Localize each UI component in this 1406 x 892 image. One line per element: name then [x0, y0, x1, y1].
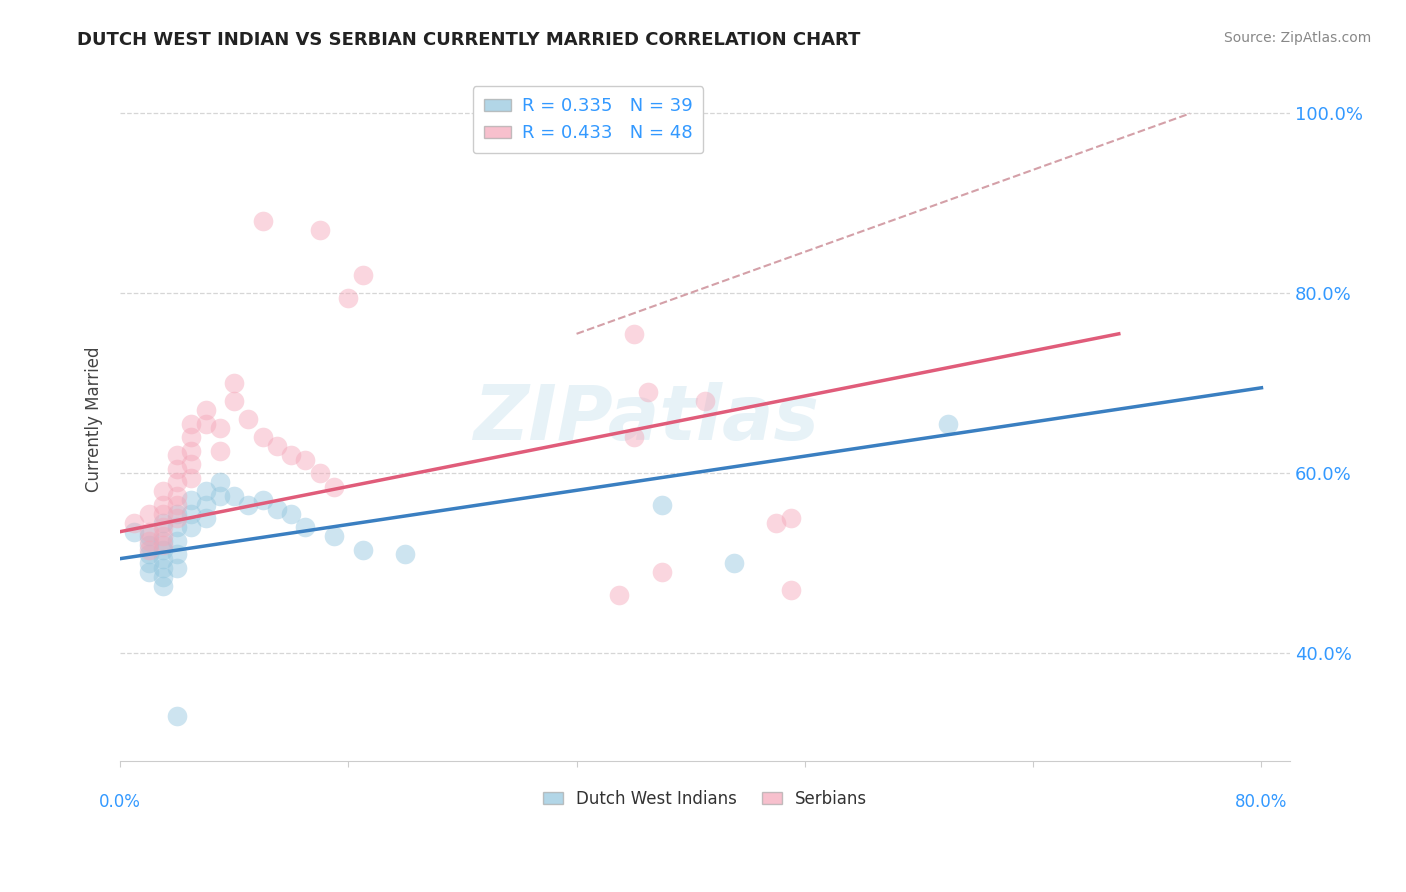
Point	[180, 520, 202, 534]
Point	[180, 443, 202, 458]
Point	[294, 452, 316, 467]
Point	[138, 524, 160, 539]
Point	[194, 484, 217, 499]
Point	[122, 524, 145, 539]
Point	[308, 467, 330, 481]
Point	[152, 551, 174, 566]
Text: ZIPatlas: ZIPatlas	[474, 383, 820, 457]
Y-axis label: Currently Married: Currently Married	[86, 346, 103, 492]
Point	[166, 507, 188, 521]
Point	[138, 547, 160, 561]
Point	[323, 529, 346, 543]
Point	[936, 417, 959, 431]
Point	[266, 502, 288, 516]
Point	[194, 403, 217, 417]
Point	[208, 443, 231, 458]
Point	[651, 565, 673, 579]
Point	[152, 538, 174, 552]
Point	[280, 448, 302, 462]
Point	[779, 511, 801, 525]
Point	[152, 560, 174, 574]
Point	[779, 583, 801, 598]
Point	[138, 538, 160, 552]
Point	[208, 421, 231, 435]
Point	[152, 507, 174, 521]
Point	[637, 385, 659, 400]
Point	[208, 489, 231, 503]
Point	[166, 461, 188, 475]
Point	[152, 498, 174, 512]
Text: DUTCH WEST INDIAN VS SERBIAN CURRENTLY MARRIED CORRELATION CHART: DUTCH WEST INDIAN VS SERBIAN CURRENTLY M…	[77, 31, 860, 49]
Point	[394, 547, 416, 561]
Point	[352, 268, 374, 283]
Point	[194, 511, 217, 525]
Point	[152, 533, 174, 548]
Point	[723, 556, 745, 570]
Point	[224, 394, 246, 409]
Point	[651, 498, 673, 512]
Point	[180, 457, 202, 471]
Point	[266, 439, 288, 453]
Legend: Dutch West Indians, Serbians: Dutch West Indians, Serbians	[536, 783, 875, 814]
Point	[623, 430, 645, 444]
Point	[152, 529, 174, 543]
Point	[180, 471, 202, 485]
Point	[166, 489, 188, 503]
Point	[152, 520, 174, 534]
Point	[609, 588, 631, 602]
Point	[166, 547, 188, 561]
Point	[180, 507, 202, 521]
Text: Source: ZipAtlas.com: Source: ZipAtlas.com	[1223, 31, 1371, 45]
Point	[166, 709, 188, 723]
Point	[224, 489, 246, 503]
Point	[180, 417, 202, 431]
Point	[252, 214, 274, 228]
Point	[252, 430, 274, 444]
Point	[152, 484, 174, 499]
Point	[337, 291, 360, 305]
Point	[208, 475, 231, 490]
Text: 0.0%: 0.0%	[98, 793, 141, 811]
Point	[166, 560, 188, 574]
Point	[224, 376, 246, 391]
Point	[138, 533, 160, 548]
Point	[138, 556, 160, 570]
Point	[152, 579, 174, 593]
Point	[765, 516, 787, 530]
Point	[152, 516, 174, 530]
Point	[194, 498, 217, 512]
Point	[180, 430, 202, 444]
Point	[280, 507, 302, 521]
Point	[323, 480, 346, 494]
Point	[166, 475, 188, 490]
Point	[623, 326, 645, 341]
Point	[238, 498, 260, 512]
Point	[180, 493, 202, 508]
Point	[166, 511, 188, 525]
Point	[166, 520, 188, 534]
Point	[166, 533, 188, 548]
Point	[138, 542, 160, 557]
Point	[166, 498, 188, 512]
Text: 80.0%: 80.0%	[1236, 793, 1288, 811]
Point	[252, 493, 274, 508]
Point	[194, 417, 217, 431]
Point	[138, 565, 160, 579]
Point	[152, 569, 174, 583]
Point	[166, 448, 188, 462]
Point	[294, 520, 316, 534]
Point	[122, 516, 145, 530]
Point	[693, 394, 716, 409]
Point	[138, 529, 160, 543]
Point	[238, 412, 260, 426]
Point	[308, 223, 330, 237]
Point	[152, 542, 174, 557]
Point	[352, 542, 374, 557]
Point	[138, 507, 160, 521]
